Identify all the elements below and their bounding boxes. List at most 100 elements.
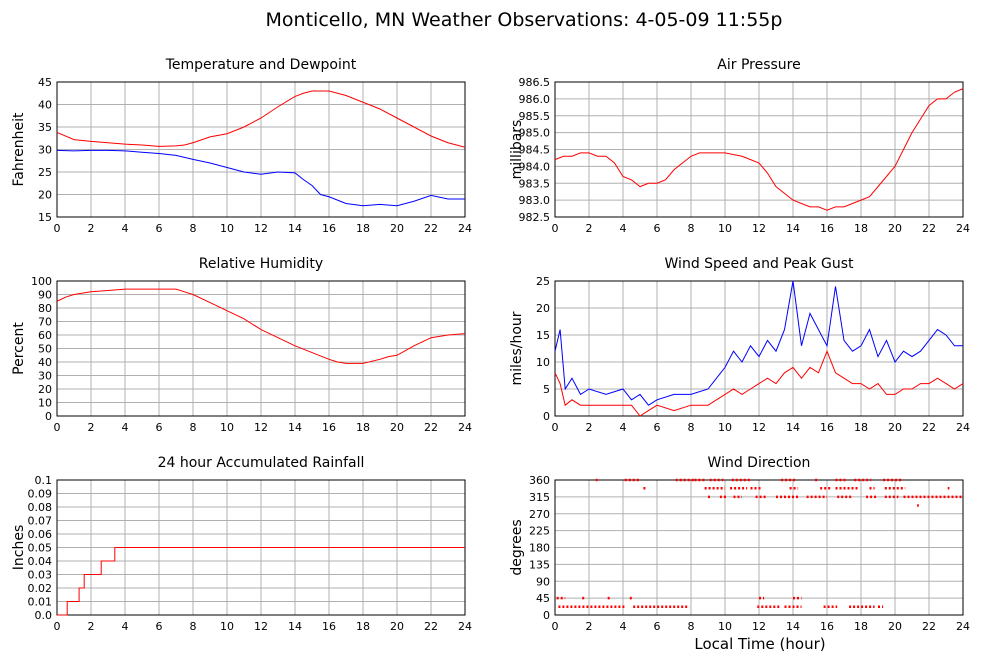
- humidity-series-red-line: [56, 288, 466, 364]
- winddir-y-tick-label: 315: [529, 491, 550, 504]
- winddir-y-tick-label: 225: [529, 525, 550, 538]
- pressure-x-tick-label: 0: [552, 222, 559, 235]
- wind-x-tick-label: 8: [688, 421, 695, 434]
- humidity-x-tick-label: 22: [424, 421, 438, 434]
- wind-y-tick-label: 15: [536, 329, 550, 342]
- pressure-title: Air Pressure: [717, 57, 800, 73]
- rain-y-tick-label: 0.1: [35, 474, 53, 487]
- humidity-x-tick-label: 12: [254, 421, 268, 434]
- wind-x-tick-label: 24: [956, 421, 970, 434]
- humidity-y-tick-label: 50: [38, 343, 52, 356]
- winddir-y-tick-label: 180: [529, 542, 550, 555]
- winddir-x-tick-label: 24: [956, 620, 970, 633]
- pressure-y-tick-label: 984.0: [519, 160, 551, 173]
- pressure-x-tick-label: 22: [922, 222, 936, 235]
- wind-y-tick-label: 25: [536, 275, 550, 288]
- pressure-y-tick-label: 985.5: [519, 110, 551, 123]
- temp-y-tick-label: 45: [38, 76, 52, 89]
- humidity-x-tick-label: 14: [288, 421, 302, 434]
- winddir-x-tick-label: 0: [552, 620, 559, 633]
- winddir-x-tick-label: 22: [922, 620, 936, 633]
- page-title: Monticello, MN Weather Observations: 4-0…: [266, 9, 783, 31]
- pressure-x-tick-label: 10: [718, 222, 732, 235]
- temp-y-axis-label: Fahrenheit: [11, 112, 27, 187]
- rain-series-red-line: [57, 547, 465, 616]
- humidity-x-tick-label: 8: [190, 421, 197, 434]
- winddir-plot-frame: [554, 479, 964, 616]
- rain-y-tick-label: 0.01: [28, 596, 53, 609]
- rain-y-tick-label: 0.05: [28, 542, 53, 555]
- temp-x-tick-label: 2: [88, 222, 95, 235]
- rain-y-tick-label: 0.04: [28, 555, 53, 568]
- wind-x-tick-label: 4: [620, 421, 627, 434]
- wind-series-red-line: [554, 349, 964, 417]
- winddir-x-tick-label: 20: [888, 620, 902, 633]
- pressure-y-tick-label: 983.5: [519, 177, 551, 190]
- rain-y-axis-label: Inches: [11, 525, 27, 570]
- pressure-y-tick-label: 986.0: [519, 93, 551, 106]
- pressure-y-tick-label: 985.0: [519, 127, 551, 140]
- humidity-y-tick-label: 10: [38, 397, 52, 410]
- rain-x-tick-label: 2: [88, 620, 95, 633]
- temp-y-tick-label: 15: [38, 211, 52, 224]
- humidity-x-tick-label: 16: [322, 421, 336, 434]
- winddir-x-tick-label: 6: [654, 620, 661, 633]
- rain-y-tick-label: 0.02: [28, 582, 53, 595]
- pressure-x-tick-label: 18: [854, 222, 868, 235]
- winddir-x-tick-label: 14: [786, 620, 800, 633]
- rain-x-tick-label: 24: [458, 620, 472, 633]
- pressure-x-tick-label: 14: [786, 222, 800, 235]
- rain-x-tick-label: 0: [54, 620, 61, 633]
- temp-title: Temperature and Dewpoint: [165, 57, 357, 73]
- rain-x-tick-label: 14: [288, 620, 302, 633]
- humidity-x-tick-label: 10: [220, 421, 234, 434]
- pressure-y-tick-label: 983.0: [519, 194, 551, 207]
- winddir-y-tick-label: 135: [529, 558, 550, 571]
- rain-y-tick-label: 0.0: [35, 609, 53, 622]
- humidity-y-tick-label: 20: [38, 383, 52, 396]
- pressure-y-tick-label: 986.5: [519, 76, 551, 89]
- winddir-x-tick-label: 16: [820, 620, 834, 633]
- rain-x-tick-label: 6: [156, 620, 163, 633]
- temp-x-tick-label: 10: [220, 222, 234, 235]
- wind-series-blue-line: [554, 280, 963, 406]
- pressure-x-tick-label: 20: [888, 222, 902, 235]
- pressure-y-tick-label: 984.5: [519, 144, 551, 157]
- rain-y-tick-label: 0.06: [28, 528, 53, 541]
- wind-x-tick-label: 6: [654, 421, 661, 434]
- temp-y-tick-label: 30: [38, 144, 52, 157]
- winddir-x-tick-label: 10: [718, 620, 732, 633]
- rain-x-tick-label: 16: [322, 620, 336, 633]
- temp-x-tick-label: 6: [156, 222, 163, 235]
- humidity-y-tick-label: 100: [31, 275, 52, 288]
- temp-x-tick-label: 24: [458, 222, 472, 235]
- temp-x-tick-label: 16: [322, 222, 336, 235]
- wind-x-tick-label: 0: [552, 421, 559, 434]
- rain-y-tick-label: 0.07: [28, 515, 53, 528]
- pressure-x-tick-label: 8: [688, 222, 695, 235]
- pressure-x-tick-label: 16: [820, 222, 834, 235]
- pressure-plot-frame: [554, 81, 964, 218]
- wind-x-tick-label: 12: [752, 421, 766, 434]
- rain-x-tick-label: 4: [122, 620, 129, 633]
- humidity-title: Relative Humidity: [199, 256, 323, 272]
- humidity-y-tick-label: 60: [38, 329, 52, 342]
- temp-x-tick-label: 12: [254, 222, 268, 235]
- winddir-y-axis-label: degrees: [509, 519, 525, 575]
- pressure-x-tick-label: 12: [752, 222, 766, 235]
- temp-plot-frame: [56, 81, 466, 218]
- winddir-x-tick-label: 4: [620, 620, 627, 633]
- humidity-x-tick-label: 24: [458, 421, 472, 434]
- wind-title: Wind Speed and Peak Gust: [665, 256, 854, 272]
- pressure-x-tick-label: 2: [586, 222, 593, 235]
- rain-y-tick-label: 0.09: [28, 488, 53, 501]
- rain-y-tick-label: 0.03: [28, 569, 53, 582]
- rain-x-tick-label: 10: [220, 620, 234, 633]
- humidity-plot-frame: [56, 280, 466, 417]
- winddir-x-tick-label: 18: [854, 620, 868, 633]
- winddir-y-tick-label: 270: [529, 508, 550, 521]
